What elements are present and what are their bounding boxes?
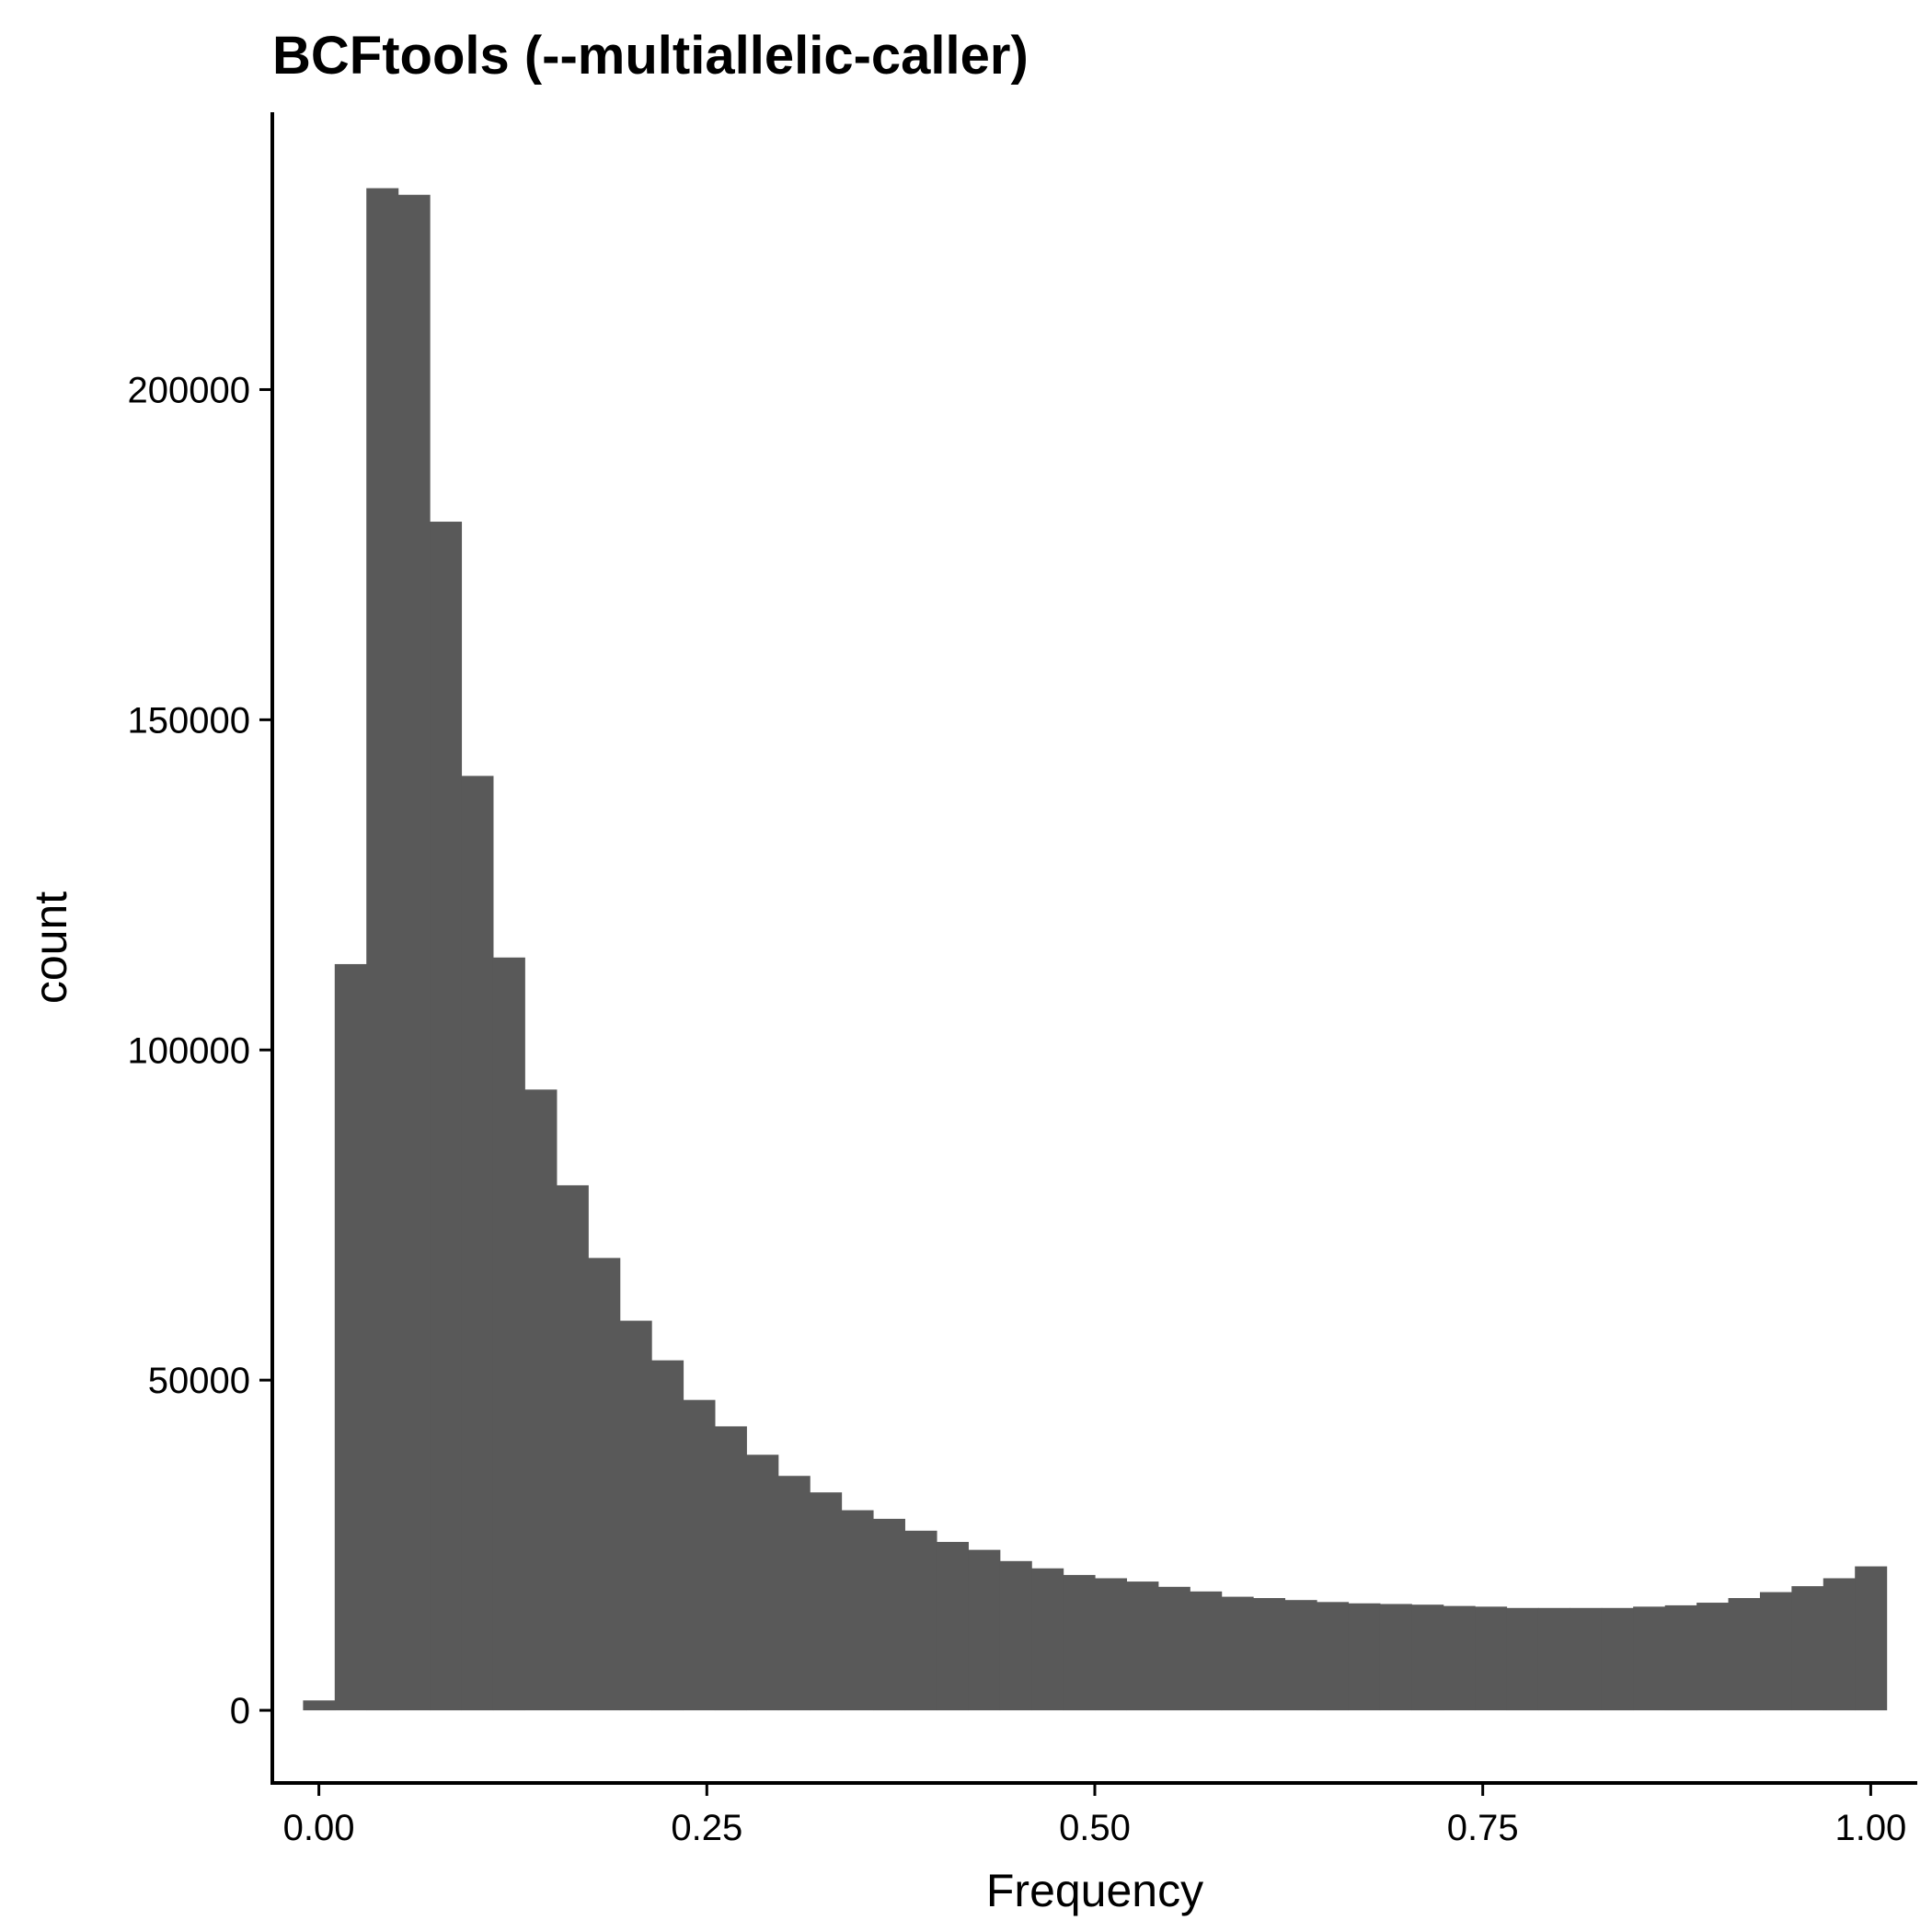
- y-tick-label: 100000: [128, 1030, 250, 1071]
- histogram-bar: [1284, 1600, 1317, 1711]
- histogram-bar: [366, 188, 399, 1711]
- histogram-bar: [1633, 1606, 1666, 1711]
- histogram-bar: [936, 1542, 969, 1711]
- histogram-bar: [1063, 1574, 1096, 1711]
- histogram-bar: [1348, 1603, 1381, 1711]
- histogram-bar: [872, 1518, 905, 1711]
- histogram-bar: [1443, 1605, 1476, 1711]
- x-tick-label: 0.50: [1059, 1808, 1131, 1848]
- histogram-bar: [1664, 1604, 1697, 1711]
- histogram-bar: [1031, 1568, 1064, 1711]
- histogram-bar: [1759, 1592, 1792, 1711]
- y-tick-label: 0: [230, 1691, 250, 1731]
- histogram-bar: [492, 957, 525, 1711]
- histogram-bar: [1855, 1566, 1888, 1711]
- histogram-bar: [524, 1089, 558, 1711]
- histogram-bar: [1696, 1603, 1730, 1711]
- histogram-bar: [1791, 1586, 1824, 1711]
- histogram-bar: [1221, 1596, 1254, 1711]
- x-axis-ticks: 0.00 0.25 0.50 0.75 1.00: [283, 1783, 1906, 1848]
- histogram-bar: [714, 1426, 747, 1711]
- histogram-bar: [651, 1360, 684, 1711]
- histogram-bar: [1253, 1598, 1286, 1711]
- x-tick-label: 0.00: [283, 1808, 355, 1848]
- histogram-bar: [683, 1399, 716, 1711]
- histogram-bar: [1190, 1591, 1223, 1711]
- histogram-bar: [397, 194, 431, 1711]
- histogram-bar: [777, 1476, 811, 1711]
- histogram-bar: [1570, 1607, 1603, 1711]
- x-axis-label: Frequency: [986, 1865, 1203, 1916]
- histogram-bar: [1823, 1578, 1856, 1711]
- histogram-bar: [303, 1700, 336, 1711]
- histogram-bar: [1379, 1604, 1412, 1711]
- x-tick-label: 0.75: [1447, 1808, 1519, 1848]
- histogram-bars: [303, 188, 1888, 1711]
- histogram-bar: [334, 963, 367, 1711]
- histogram-bar: [1601, 1607, 1634, 1711]
- histogram-bar: [999, 1560, 1032, 1711]
- histogram-bar: [904, 1530, 937, 1711]
- y-tick-label: 150000: [128, 700, 250, 741]
- histogram-bar: [461, 776, 494, 1711]
- histogram-bar: [556, 1185, 589, 1711]
- histogram-bar: [841, 1510, 874, 1711]
- histogram-bar: [1537, 1607, 1570, 1711]
- histogram-bar: [1728, 1598, 1761, 1711]
- x-tick-label: 1.00: [1834, 1808, 1906, 1848]
- histogram-bar: [1411, 1604, 1444, 1711]
- histogram-bar: [1475, 1606, 1508, 1711]
- histogram-bar: [746, 1455, 779, 1711]
- histogram-bar: [1157, 1586, 1190, 1711]
- y-tick-label: 50000: [148, 1361, 250, 1401]
- histogram-bar: [619, 1320, 652, 1711]
- histogram-bar: [968, 1549, 1001, 1711]
- histogram-bar: [810, 1492, 843, 1711]
- chart-title: BCFtools (--multiallelic-caller): [272, 26, 1029, 86]
- x-tick-label: 0.25: [671, 1808, 742, 1848]
- histogram-bar: [1506, 1607, 1539, 1711]
- histogram-bar: [588, 1258, 621, 1711]
- y-axis-label: count: [25, 891, 76, 1004]
- histogram-bar: [1126, 1581, 1159, 1711]
- y-axis-ticks: 0 50000 100000 150000 200000: [128, 370, 272, 1731]
- histogram-bar: [1095, 1578, 1128, 1711]
- histogram-bar: [1317, 1602, 1350, 1711]
- y-tick-label: 200000: [128, 370, 250, 410]
- histogram-bar: [430, 522, 463, 1711]
